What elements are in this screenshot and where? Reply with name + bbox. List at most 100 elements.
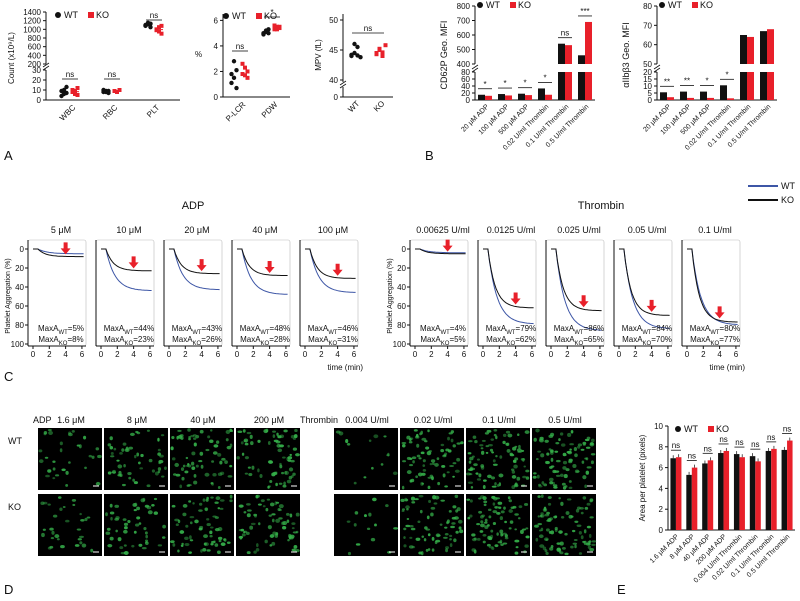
platelet-cell <box>419 509 423 514</box>
platelet-cell <box>372 497 377 502</box>
platelet-cell <box>540 453 545 458</box>
platelet-cell <box>400 498 405 503</box>
platelet-cell <box>590 438 595 443</box>
platelet-cell <box>229 499 233 503</box>
platelet-cell <box>157 544 163 547</box>
platelet-cell <box>525 476 530 480</box>
legend-wt-label: WT <box>684 424 698 434</box>
platelet-cell <box>413 429 418 432</box>
platelet-cell <box>241 452 245 456</box>
platelet-cell <box>420 451 425 455</box>
platelet-cell <box>249 434 253 439</box>
platelet-cell <box>184 536 189 540</box>
platelet-cell <box>177 429 182 432</box>
max-aggregation-ko: MaxAKO=23% <box>104 335 154 347</box>
platelet-cell <box>116 459 120 462</box>
legend-ko-label: KO <box>518 0 531 10</box>
platelet-cell <box>214 543 219 547</box>
platelet-cell <box>476 523 481 526</box>
x-tick-label: 6 <box>80 350 85 359</box>
platelet-cell <box>573 538 578 542</box>
platelet-cell <box>491 485 497 488</box>
platelet-cell <box>510 506 515 510</box>
platelet-cell <box>145 539 149 542</box>
platelet-cell <box>283 429 288 433</box>
platelet-cell <box>500 510 505 514</box>
platelet-cell <box>590 453 596 456</box>
platelet-cell <box>514 445 518 448</box>
data-point-ko <box>243 65 247 70</box>
legend-wt-label: WT <box>64 10 78 20</box>
platelet-cell <box>287 459 292 462</box>
platelet-cell <box>409 437 414 440</box>
platelet-cell <box>123 464 126 468</box>
platelet-cell <box>574 453 578 458</box>
platelet-cell <box>290 459 295 463</box>
platelet-cell <box>570 545 574 549</box>
platelet-cell <box>449 538 452 541</box>
platelet-cell <box>497 501 503 505</box>
y-tick-label: 45 <box>329 46 338 55</box>
significance-label: ns <box>751 440 759 449</box>
platelet-cell <box>345 439 349 444</box>
platelet-cell <box>229 494 233 499</box>
platelet-cell <box>52 514 58 518</box>
platelet-cell <box>288 467 294 472</box>
platelet-cell <box>510 468 515 471</box>
platelet-cell <box>107 443 112 447</box>
platelet-cell <box>574 544 577 549</box>
platelet-cell <box>246 503 251 506</box>
platelet-cell <box>214 501 219 504</box>
platelet-cell <box>187 428 191 432</box>
platelet-cell <box>282 456 286 459</box>
platelet-cell <box>582 540 586 543</box>
trace-panel-title: 20 μM <box>184 225 209 235</box>
max-aggregation-ko: MaxAKO=62% <box>486 335 536 347</box>
platelet-cell <box>558 497 561 500</box>
platelet-cell <box>522 458 525 462</box>
trace-ko <box>101 248 152 272</box>
platelet-cell <box>452 444 456 448</box>
platelet-cell <box>68 461 71 464</box>
platelet-cell <box>110 455 115 458</box>
platelet-cell <box>204 472 210 477</box>
platelet-cell <box>264 539 268 544</box>
platelet-cell <box>266 498 271 501</box>
platelet-cell <box>277 507 281 512</box>
max-aggregation-wt: MaxAWT=48% <box>240 324 290 336</box>
bar-wt <box>740 35 747 64</box>
platelet-cell <box>473 463 478 467</box>
platelet-cell <box>213 540 216 543</box>
data-point-ko <box>243 73 247 78</box>
y-tick-label: 15 <box>643 75 652 84</box>
x-axis-title: time (min) <box>709 363 745 372</box>
platelet-cell <box>65 519 70 523</box>
platelet-cell <box>434 462 439 467</box>
platelet-cell <box>160 434 165 437</box>
platelet-cell <box>495 454 498 458</box>
platelet-cell <box>487 474 492 479</box>
platelet-cell <box>502 440 506 445</box>
group-title-adp: ADP <box>182 200 205 212</box>
axis-break <box>339 83 347 89</box>
trace-ko <box>619 248 670 316</box>
data-point-ko <box>383 43 388 48</box>
data-point-ko <box>117 88 122 92</box>
platelet-cell <box>483 500 488 504</box>
platelet-cell <box>54 534 60 539</box>
platelet-cell <box>52 467 56 471</box>
data-point-ko <box>75 93 80 97</box>
platelet-cell <box>188 437 191 441</box>
trace-wt <box>415 248 466 254</box>
max-aggregation-wt: MaxAWT=80% <box>690 324 740 336</box>
platelet-cell <box>563 474 568 479</box>
platelet-cell <box>569 443 574 446</box>
platelet-cell <box>503 506 506 510</box>
platelet-cell <box>427 429 430 433</box>
significance-label: ns <box>672 441 680 450</box>
platelet-cell <box>210 543 214 546</box>
platelet-cell <box>562 466 567 470</box>
platelet-cell <box>584 457 588 460</box>
platelet-cell <box>293 544 298 549</box>
